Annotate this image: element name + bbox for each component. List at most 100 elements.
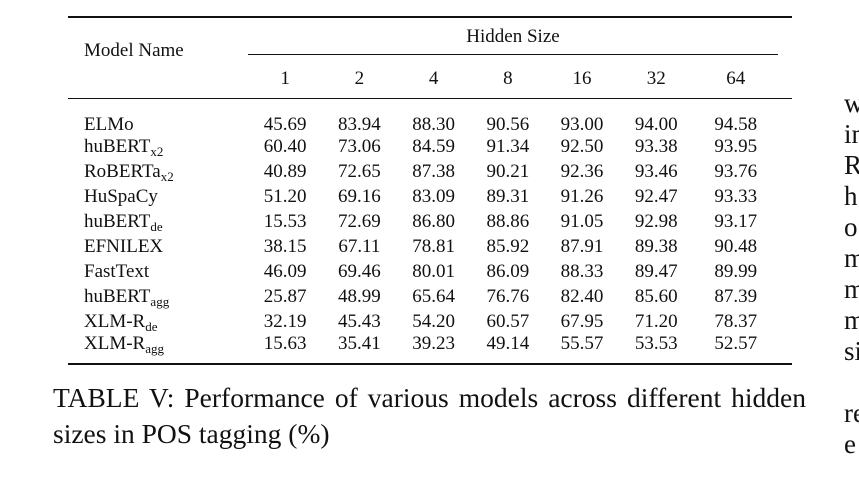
column-header-32: 32 xyxy=(646,68,666,90)
score-cell: 40.89 xyxy=(263,161,307,182)
model-name-cell: EFNILEX xyxy=(68,234,248,259)
results-table: Model Name Hidden Size 1 2 4 8 16 32 64 ELMo 45… xyxy=(68,16,792,365)
side-text-line: in xyxy=(844,119,859,149)
table-row: EFNILEX 38.15 67.11 78.81 85.92 87.91 89.38 90.… xyxy=(68,234,792,259)
score-cell: 71.20 xyxy=(634,311,678,332)
score-cell: 65.64 xyxy=(412,286,455,307)
score-cell: 76.76 xyxy=(486,286,530,307)
model-name-subscript: x2 xyxy=(160,169,174,184)
model-name: huBERT xyxy=(84,211,151,232)
score-cell: 92.47 xyxy=(634,186,678,207)
score-cell: 80.01 xyxy=(412,261,455,282)
score-cell: 92.36 xyxy=(560,161,604,182)
side-text-line: m xyxy=(844,305,859,335)
side-text-line: e xyxy=(844,429,856,459)
score-cell: 45.69 xyxy=(263,114,307,135)
table-caption: TABLE V: Performance of various models a… xyxy=(53,382,806,449)
score-cell: 89.99 xyxy=(714,261,758,282)
score-cell: 89.38 xyxy=(634,236,678,257)
score-cell: 85.60 xyxy=(634,286,678,307)
model-name: RoBERTa xyxy=(84,161,161,182)
score-cell: 88.30 xyxy=(412,114,455,135)
score-cell: 15.63 xyxy=(263,333,307,354)
score-cell: 78.81 xyxy=(412,236,455,257)
score-cell: 69.46 xyxy=(337,261,381,282)
score-cell: 55.57 xyxy=(560,333,604,354)
score-cell: 83.94 xyxy=(337,114,381,135)
table-row: huBERTde 15.53 72.69 86.80 88.86 91.05 92.98 93… xyxy=(68,209,792,234)
score-cell: 86.80 xyxy=(412,211,455,232)
table-row: XLM-Ragg 15.63 35.41 39.23 49.14 55.57 53.53 52… xyxy=(68,334,792,364)
score-cell: 87.39 xyxy=(714,286,758,307)
model-name-cell: HuSpaCy xyxy=(68,184,248,209)
side-text-line: h xyxy=(844,181,858,211)
score-cell: 91.34 xyxy=(486,136,530,157)
score-cell: 84.59 xyxy=(412,136,455,157)
score-cell: 73.06 xyxy=(337,136,381,157)
column-header-row: 1 2 4 8 16 32 64 xyxy=(68,60,792,98)
model-name-cell: huBERTx2 xyxy=(68,134,248,159)
table-header: Model Name Hidden Size 1 2 4 8 16 32 64 xyxy=(68,17,792,98)
score-cell: 93.38 xyxy=(634,136,678,157)
side-text-line: m xyxy=(844,274,859,304)
table-row: huBERTx2 60.40 73.06 84.59 91.34 92.50 93.38 93… xyxy=(68,134,792,159)
model-name: huBERT xyxy=(84,136,151,157)
score-cell: 93.46 xyxy=(634,161,678,182)
hidden-size-header: Hidden Size xyxy=(248,17,792,60)
score-cell: 90.56 xyxy=(486,114,530,135)
score-cell: 91.05 xyxy=(560,211,604,232)
score-cell: 51.20 xyxy=(263,186,307,207)
score-cell: 39.23 xyxy=(412,333,455,354)
score-cell: 92.98 xyxy=(634,211,678,232)
score-cell: 92.50 xyxy=(560,136,604,157)
score-cell: 38.15 xyxy=(263,236,307,257)
model-name-cell: ELMo xyxy=(68,98,248,134)
model-name: ELMo xyxy=(84,114,134,135)
score-cell: 46.09 xyxy=(263,261,307,282)
table-row: HuSpaCy 51.20 69.16 83.09 89.31 91.26 92.47 93.… xyxy=(68,184,792,209)
score-cell: 88.33 xyxy=(560,261,604,282)
score-cell: 89.47 xyxy=(634,261,678,282)
side-text-line: re xyxy=(844,398,859,428)
score-cell: 93.17 xyxy=(714,211,758,232)
score-cell: 32.19 xyxy=(263,311,307,332)
model-name-subscript: x2 xyxy=(150,144,164,159)
column-header-2: 2 xyxy=(354,68,365,90)
score-cell: 93.33 xyxy=(714,186,758,207)
model-name: EFNILEX xyxy=(84,236,164,257)
score-cell: 78.37 xyxy=(714,311,758,332)
score-cell: 93.95 xyxy=(714,136,758,157)
score-cell: 94.58 xyxy=(714,114,758,135)
results-table-container: Model Name Hidden Size 1 2 4 8 16 32 64 ELMo 45… xyxy=(68,16,792,365)
table-row: ELMo 45.69 83.94 88.30 90.56 93.00 94.00 94.58 xyxy=(68,98,792,134)
model-name-subscript: agg xyxy=(150,294,170,309)
score-cell: 91.26 xyxy=(560,186,604,207)
side-text-line: o xyxy=(844,212,858,242)
model-name-cell: huBERTagg xyxy=(68,284,248,309)
score-cell: 67.95 xyxy=(560,311,604,332)
score-cell: 72.65 xyxy=(337,161,381,182)
score-cell: 15.53 xyxy=(263,211,307,232)
score-cell: 49.14 xyxy=(486,333,530,354)
model-name: FastText xyxy=(84,261,150,282)
score-cell: 45.43 xyxy=(337,311,381,332)
model-name-cell: XLM-Rde xyxy=(68,309,248,334)
score-cell: 60.40 xyxy=(263,136,307,157)
score-cell: 69.16 xyxy=(337,186,381,207)
model-name-subscript: agg xyxy=(145,341,165,356)
column-header-64: 64 xyxy=(726,68,746,90)
side-text-line xyxy=(844,367,859,398)
score-cell: 93.76 xyxy=(714,161,758,182)
score-cell: 94.00 xyxy=(634,114,678,135)
score-cell: 60.57 xyxy=(486,311,530,332)
score-cell: 25.87 xyxy=(263,286,307,307)
model-name-cell: huBERTde xyxy=(68,209,248,234)
table-row: FastText 46.09 69.46 80.01 86.09 88.33 89.47 89… xyxy=(68,259,792,284)
score-cell: 82.40 xyxy=(560,286,604,307)
model-name-cell: RoBERTax2 xyxy=(68,159,248,184)
side-text-line: m xyxy=(844,243,859,273)
model-name-subscript: de xyxy=(145,319,158,334)
model-name: XLM-R xyxy=(84,333,146,354)
score-cell: 87.91 xyxy=(560,236,604,257)
score-cell: 54.20 xyxy=(412,311,455,332)
